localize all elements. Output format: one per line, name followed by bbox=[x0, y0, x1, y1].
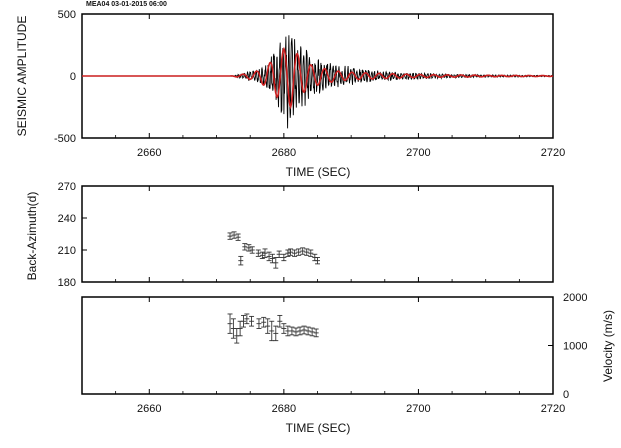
velocity-panel-frame bbox=[81, 296, 554, 395]
velocity-point bbox=[289, 326, 295, 336]
amplitude-traces bbox=[82, 35, 554, 129]
azimuth-point bbox=[262, 248, 268, 258]
azimuth-panel-frame bbox=[81, 185, 554, 283]
azimuth-point bbox=[238, 255, 244, 266]
velocity-point bbox=[297, 326, 303, 336]
x-tick-label: 2700 bbox=[406, 147, 430, 159]
azimuth-point bbox=[300, 247, 306, 255]
azimuth-points bbox=[227, 231, 320, 269]
x-tick-label: 2720 bbox=[541, 403, 565, 415]
x-tick-label: 2700 bbox=[406, 403, 430, 415]
velocity-point bbox=[281, 323, 287, 334]
y-tick-label: 210 bbox=[58, 245, 76, 257]
x-tick-label: 2660 bbox=[137, 403, 161, 415]
amplitude-axis-ticks: 2660 2680 2700 2720 -500 0 500 bbox=[54, 9, 565, 159]
velocity-point bbox=[313, 328, 319, 338]
x-tick-label: 2660 bbox=[137, 147, 161, 159]
velocity-point bbox=[273, 325, 279, 342]
azimuth-point bbox=[315, 257, 320, 265]
velocity-point bbox=[240, 314, 246, 328]
y-tick-label: 270 bbox=[58, 181, 76, 193]
y-tick-label: 500 bbox=[58, 9, 76, 21]
azimuth-point bbox=[235, 233, 241, 241]
y-tick-label: 180 bbox=[58, 277, 76, 289]
velocity-point bbox=[256, 318, 262, 329]
y-tick-label: -500 bbox=[54, 133, 76, 145]
azimuth-point bbox=[259, 251, 265, 259]
amplitude-ylabel: SEISMIC AMPLITUDE bbox=[15, 16, 29, 137]
velocity-point bbox=[269, 320, 275, 342]
azimuth-point bbox=[308, 249, 314, 257]
x-tick-label: 2680 bbox=[272, 147, 296, 159]
velocity-point bbox=[237, 320, 243, 337]
velocity-point bbox=[277, 314, 283, 328]
amplitude-xlabel: TIME (SEC) bbox=[286, 165, 351, 179]
velocity-axis-ticks: 2660 2680 2700 2720 0 1000 2000 bbox=[81, 292, 587, 415]
velocity-point bbox=[249, 315, 255, 327]
azimuth-point bbox=[269, 253, 275, 264]
azimuth-point bbox=[231, 231, 237, 239]
azimuth-point bbox=[296, 248, 302, 256]
y-tick-label: 1000 bbox=[563, 341, 587, 353]
velocity-point bbox=[305, 326, 311, 336]
y-tick-label: 0 bbox=[70, 71, 76, 83]
azimuth-point bbox=[266, 251, 272, 262]
velocity-point bbox=[301, 325, 307, 335]
velocity-point bbox=[293, 327, 299, 337]
azimuth-point bbox=[281, 253, 287, 262]
x-tick-label: 2720 bbox=[541, 147, 565, 159]
filtered-trace bbox=[82, 46, 554, 110]
azimuth-axis-ticks: 180 210 240 270 bbox=[58, 181, 554, 289]
azimuth-point bbox=[255, 249, 261, 257]
velocity-point bbox=[227, 313, 233, 334]
y-tick-label: 2000 bbox=[563, 292, 587, 304]
velocity-point bbox=[244, 313, 250, 325]
azimuth-point bbox=[227, 232, 233, 240]
seismogram-trace bbox=[82, 35, 554, 129]
velocity-point bbox=[261, 316, 267, 328]
velocity-xlabel: TIME (SEC) bbox=[286, 421, 351, 435]
azimuth-ylabel: Back-Azimuth(d) bbox=[25, 192, 39, 281]
azimuth-point bbox=[246, 244, 252, 252]
x-tick-label: 2680 bbox=[272, 403, 296, 415]
azimuth-point bbox=[249, 246, 255, 254]
azimuth-point bbox=[242, 243, 248, 251]
azimuth-point bbox=[288, 248, 294, 256]
azimuth-point bbox=[273, 257, 279, 269]
y-tick-label: 0 bbox=[563, 389, 569, 401]
azimuth-point bbox=[292, 249, 298, 257]
velocity-ylabel: Velocity (m/s) bbox=[601, 310, 615, 382]
azimuth-point bbox=[276, 250, 282, 258]
velocity-point bbox=[265, 318, 271, 334]
azimuth-point bbox=[285, 249, 291, 257]
azimuth-point bbox=[304, 248, 310, 256]
velocity-points bbox=[227, 313, 319, 344]
y-tick-label: 240 bbox=[58, 213, 76, 225]
velocity-point bbox=[309, 327, 315, 337]
chart-title: MEA04 03-01-2015 06:00 bbox=[86, 1, 167, 8]
